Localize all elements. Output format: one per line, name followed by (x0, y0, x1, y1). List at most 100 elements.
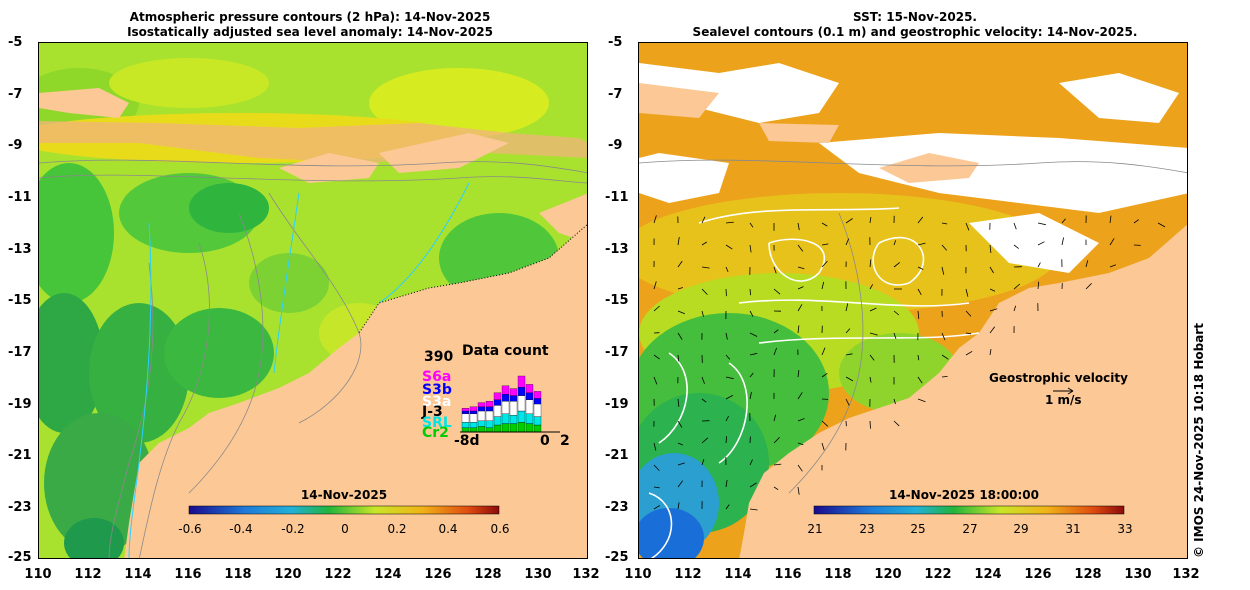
anomaly-blob (64, 518, 124, 558)
velocity-arrow (653, 442, 657, 451)
right-map-panel: Geostrophic velocity 1 m/s 14-Nov-2025 1… (638, 42, 1188, 559)
velocity-arrow (821, 347, 826, 356)
velocity-arrow (893, 240, 897, 246)
y-tick-label: -25 (605, 550, 629, 565)
right-cb-label: 31 (1065, 522, 1081, 536)
velocity-arrow (749, 244, 752, 253)
velocity-arrow (677, 502, 680, 510)
imos-credit: © IMOS 24-Nov-2025 10:18 Hobart (1190, 300, 1210, 560)
cloud-mask (639, 63, 1187, 273)
y-tick-label: -5 (8, 35, 23, 50)
histogram-bar-segment (493, 392, 502, 400)
velocity-arrow (821, 260, 828, 268)
velocity-arrow (653, 305, 660, 312)
velocity-arrow (797, 325, 800, 334)
velocity-arrow (917, 288, 922, 295)
sst-zone (639, 508, 704, 558)
histogram-bars (461, 375, 542, 433)
velocity-arrow (701, 288, 708, 295)
right-colorbar-gradient (813, 505, 1125, 515)
velocity-arrow (989, 288, 996, 292)
velocity-arrow (677, 310, 685, 315)
velocity-arrow (797, 392, 803, 400)
x-tick-label: 132 (572, 567, 600, 582)
velocity-legend-title: Geostrophic velocity (989, 371, 1128, 385)
velocity-arrow (869, 284, 874, 290)
velocity-arrow (1061, 237, 1064, 246)
anomaly-blob (164, 308, 274, 398)
data-count-axis-end: 2 (560, 433, 570, 449)
velocity-arrow (821, 420, 829, 427)
y-tick-label: -21 (8, 448, 32, 463)
x-tick-label: 130 (1124, 567, 1152, 582)
velocity-arrow (725, 504, 730, 510)
right-cb-label: 23 (859, 522, 875, 536)
histogram-bar-segment (533, 398, 542, 405)
velocity-arrow (677, 442, 683, 446)
velocity-arrow (677, 420, 683, 428)
velocity-arrow (677, 354, 680, 362)
velocity-arrow (653, 464, 660, 471)
velocity-arrow (941, 354, 949, 360)
velocity-arrow (989, 244, 992, 253)
velocity-arrow (1133, 219, 1139, 224)
y-tick-label: -13 (8, 242, 32, 257)
velocity-arrow (1013, 244, 1019, 249)
velocity-arrow (821, 243, 829, 246)
velocity-arrow (701, 310, 704, 317)
velocity-arrow (773, 463, 782, 466)
velocity-arrow (677, 237, 680, 246)
velocity-arrow (725, 244, 733, 250)
data-count-axis-start: -8d (454, 433, 480, 449)
x-tick-label: 120 (874, 567, 902, 582)
y-tick-label: -7 (8, 87, 23, 102)
velocity-arrow (725, 221, 734, 224)
anomaly-blob (369, 68, 549, 138)
histogram-bar-segment (461, 410, 470, 414)
histogram-bar-segment (477, 426, 486, 433)
velocity-arrow (701, 376, 705, 384)
velocity-arrow (797, 418, 805, 422)
geostrophic-velocity-arrows (653, 215, 1166, 511)
velocity-arrow (725, 376, 734, 380)
velocity-arrow (773, 437, 780, 444)
land-mass (639, 83, 719, 118)
left-cb-label: -0.6 (178, 522, 202, 536)
histogram-bar-segment (517, 375, 526, 388)
histogram-bar-segment (509, 388, 518, 396)
left-cb-label: -0.2 (281, 522, 305, 536)
velocity-arrow (893, 332, 897, 340)
right-colorbar-title: 14-Nov-2025 18:00:00 (888, 488, 1040, 502)
mission-s3b: S3b (422, 382, 452, 398)
velocity-arrow (965, 288, 969, 297)
velocity-arrow (965, 332, 972, 335)
velocity-arrow (1109, 264, 1117, 268)
left-cb-label: 0.2 (387, 522, 407, 536)
velocity-arrow (725, 354, 731, 360)
velocity-legend-arrow (1053, 387, 1074, 395)
velocity-arrow (845, 328, 851, 334)
histogram-bar-segment (461, 413, 470, 423)
y-tick-label: -19 (605, 397, 629, 412)
australia-landmass (739, 224, 1187, 558)
histogram-bar-segment (493, 405, 502, 417)
histogram-bar-segment (477, 406, 486, 412)
right-cb-label: 21 (807, 522, 823, 536)
island (539, 193, 587, 243)
velocity-arrow (701, 266, 710, 269)
velocity-arrow (845, 353, 853, 356)
left-title-line1: Atmospheric pressure contours (2 hPa): 1… (129, 10, 491, 24)
velocity-arrow (845, 218, 853, 224)
x-tick-label: 114 (724, 567, 752, 582)
y-tick-label: -11 (8, 190, 32, 205)
land-mass (39, 88, 129, 118)
velocity-arrow (725, 332, 728, 340)
histogram-bar-segment (517, 387, 526, 396)
y-tick-label: -13 (605, 242, 629, 257)
anomaly-blob (44, 413, 154, 553)
y-tick-label: -23 (8, 500, 32, 515)
histogram-bar-segment (509, 395, 518, 402)
right-title-line2: Sealevel contours (0.1 m) and geostrophi… (692, 25, 1138, 39)
island (759, 123, 839, 143)
velocity-arrow (749, 459, 753, 466)
